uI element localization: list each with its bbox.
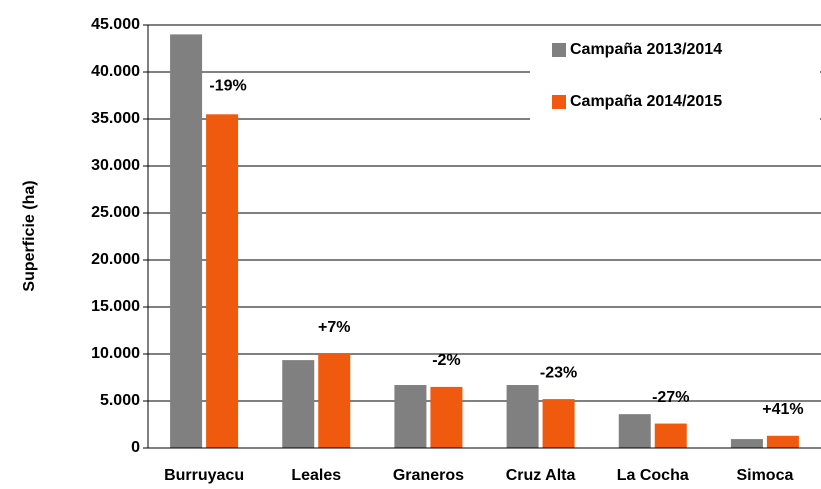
x-tick-label: Burruyacu	[164, 467, 244, 484]
bar	[394, 385, 427, 448]
bar	[318, 354, 351, 448]
y-tick-label: 15.000	[91, 298, 140, 315]
bar	[766, 435, 799, 448]
y-tick-label: 20.000	[91, 251, 140, 268]
y-tick-label: 40.000	[91, 63, 140, 80]
change-label: -27%	[652, 389, 689, 406]
change-label: +7%	[318, 319, 350, 336]
x-tick-label: Graneros	[393, 467, 464, 484]
legend-label: Campaña 2014/2015	[570, 93, 722, 110]
y-tick-label: 5.000	[100, 392, 140, 409]
y-tick-label: 0	[131, 439, 140, 456]
legend-box	[530, 30, 820, 130]
legend-swatch	[552, 43, 566, 57]
bar	[282, 360, 315, 448]
bar	[618, 414, 651, 448]
bar	[170, 34, 203, 449]
change-label: -2%	[432, 352, 460, 369]
change-label: -23%	[540, 364, 577, 381]
bar	[206, 114, 239, 449]
y-axis-label: Superficie (ha)	[21, 180, 38, 291]
legend-swatch	[552, 95, 566, 109]
y-tick-label: 35.000	[91, 110, 140, 127]
y-tick-label: 45.000	[91, 16, 140, 33]
bar	[430, 386, 463, 448]
y-tick-label: 10.000	[91, 345, 140, 362]
y-tick-label: 30.000	[91, 157, 140, 174]
bar	[654, 423, 687, 448]
x-tick-label: Leales	[291, 467, 341, 484]
legend-label: Campaña 2013/2014	[570, 41, 722, 58]
bar	[730, 439, 763, 448]
x-tick-label: Simoca	[736, 467, 793, 484]
change-label: +41%	[762, 401, 803, 418]
y-tick-label: 25.000	[91, 204, 140, 221]
x-tick-label: Cruz Alta	[506, 467, 576, 484]
bar	[542, 399, 575, 448]
x-tick-label: La Cocha	[617, 467, 689, 484]
bar	[506, 385, 539, 448]
change-label: -19%	[209, 78, 246, 95]
